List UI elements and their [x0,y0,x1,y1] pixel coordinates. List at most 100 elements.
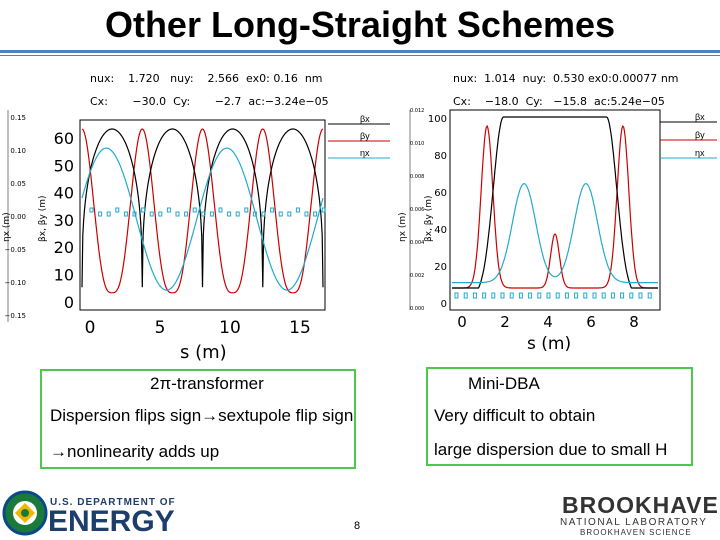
left-magnet-marker [89,207,94,213]
right-magnet-marker [472,292,477,299]
right-betay-curve [452,124,658,289]
right-magnet-marker [482,292,487,299]
right-magnet-marker [463,292,468,299]
right-box-line2: large dispersion due to small H [434,440,668,459]
right-magnet-marker [564,292,569,299]
left-plot-svg: ηx (m) βx, βy (m) 0.15 0.10 0.05 0.00 −0.05 −… [2,110,390,362]
right-magnet-marker [537,292,542,299]
right-magnet-marker [509,292,514,299]
right-eta-curve [452,182,658,284]
left-beta-tick-label: 0 [64,293,74,312]
left-magnet-marker [295,207,300,213]
left-text-box [40,369,356,469]
right-plot-svg: ηx (m) βx, βy (m) 0.012 0.010 0.008 0.006 0.… [398,108,718,354]
doe-top-text: U.S. DEPARTMENT OF [50,497,176,508]
right-lattice-plot: nux: 1.014 nuy: 0.530 ex0:0.00077 nm Cx:… [395,62,720,362]
right-magnet-marker [528,292,533,299]
right-box-heading: Mini-DBA [468,374,540,393]
doe-main-text: ENERGY [48,505,175,538]
left-eta-tick-label: −0.15 [5,312,26,320]
left-magnet-marker [132,211,137,217]
left-legend-eta: ηx [360,148,370,158]
left-magnet-marker [321,207,326,213]
left-beta-axis-label: βx, βy (m) [38,195,48,242]
right-x-tick-label: 8 [629,313,639,331]
left-magnet-marker [287,211,292,217]
right-legend-betax: βx [695,112,705,122]
right-eta-tick-label: 0.004 [410,240,424,246]
left-magnet-marker [304,211,309,217]
left-legend: βx βy ηx [328,110,390,170]
right-beta-tick-label: 80 [434,151,447,162]
left-magnet-marker [235,211,240,217]
right-magnet-marker [555,292,560,299]
right-legend-betay: βy [695,130,705,140]
right-magnet-marker [518,292,523,299]
left-magnet-marker [270,207,275,213]
right-magnet-marker [583,292,588,299]
left-legend-betax: βx [360,114,370,124]
right-magnet-marker [647,292,652,299]
right-x-tick-label: 4 [543,313,553,331]
left-beta-tick-label: 60 [54,129,74,148]
left-eta-tick-label: 0.15 [10,114,26,122]
right-x-tick-label: 0 [457,313,467,331]
left-eta-tick-label: −0.10 [5,279,26,287]
left-legend-betay: βy [360,131,370,141]
right-x-axis-label: s (m) [527,334,571,354]
left-lattice-plot: nux: 1.720 nuy: 2.566 ex0: 0.16 nm Cx: −… [0,62,400,362]
left-x-tick-label: 10 [219,318,241,338]
title-rule [0,50,720,53]
left-beta-tick-label: 50 [54,156,74,175]
right-magnet-marker [629,292,634,299]
left-box-heading: 2π-transformer [150,374,264,393]
right-beta-tick-label: 40 [434,225,447,236]
left-eta-tick-label: 0.00 [10,213,26,221]
right-header-line1: nux: 1.014 nuy: 0.530 ex0:0.00077 nm [453,72,679,85]
left-magnet-marker [115,207,120,213]
left-x-axis-label: s (m) [180,342,227,362]
right-eta-tick-label: 0.002 [410,273,424,279]
right-text-box [426,367,693,466]
bnl-small-text: BROOKHAVEN SCIENCE [580,528,692,537]
left-beta-tick-label: 10 [54,266,74,285]
right-header-line2: Cx: −18.0 Cy: −15.8 ac:5.24e−05 [453,95,665,108]
right-eta-tick-label: 0.008 [410,174,424,180]
doe-seal-icon [2,490,48,536]
left-betax-curve [81,128,324,288]
left-magnet-marker [192,207,197,213]
right-eta-tick-label: 0.010 [410,141,424,147]
left-magnet-marker [149,211,154,217]
left-magnet-marker [218,207,223,213]
left-magnet-marker [158,211,163,217]
bnl-main-text: BROOKHAVEN [562,492,720,518]
left-betay-curve [81,128,324,294]
left-beta-tick-label: 20 [54,238,74,257]
title-rule-thin [0,55,720,56]
right-eta-axis-label: ηx (m) [398,212,408,242]
left-magnet-marker [278,211,283,217]
left-x-tick-label: 5 [155,318,166,338]
right-eta-tick-label: 0.006 [410,207,424,213]
right-magnet-marker [601,292,606,299]
right-magnet-marker [491,292,496,299]
right-magnet-marker [546,292,551,299]
left-eta-tick-label: −0.05 [5,246,26,254]
right-magnet-marker [610,292,615,299]
page-number: 8 [354,520,361,532]
left-eta-axis-label: ηx (m) [2,212,12,242]
left-eta-tick-label: 0.10 [10,147,26,155]
right-magnet-marker [592,292,597,299]
left-box-line2: →nonlinearity adds up [50,442,220,461]
left-box-line1: Dispersion flips sign→sextupole flip sig… [50,406,354,425]
right-magnet-marker [574,292,579,299]
left-magnet-marker [184,211,189,217]
right-betax-curve [452,116,658,289]
right-legend-eta: ηx [695,148,705,158]
left-x-tick-label: 15 [289,318,311,338]
left-magnet-marker [227,211,232,217]
right-x-tick-label: 6 [586,313,596,331]
right-beta-tick-label: 100 [428,114,447,125]
left-eta-tick-label: 0.05 [10,180,26,188]
left-magnet-marker [244,207,249,213]
